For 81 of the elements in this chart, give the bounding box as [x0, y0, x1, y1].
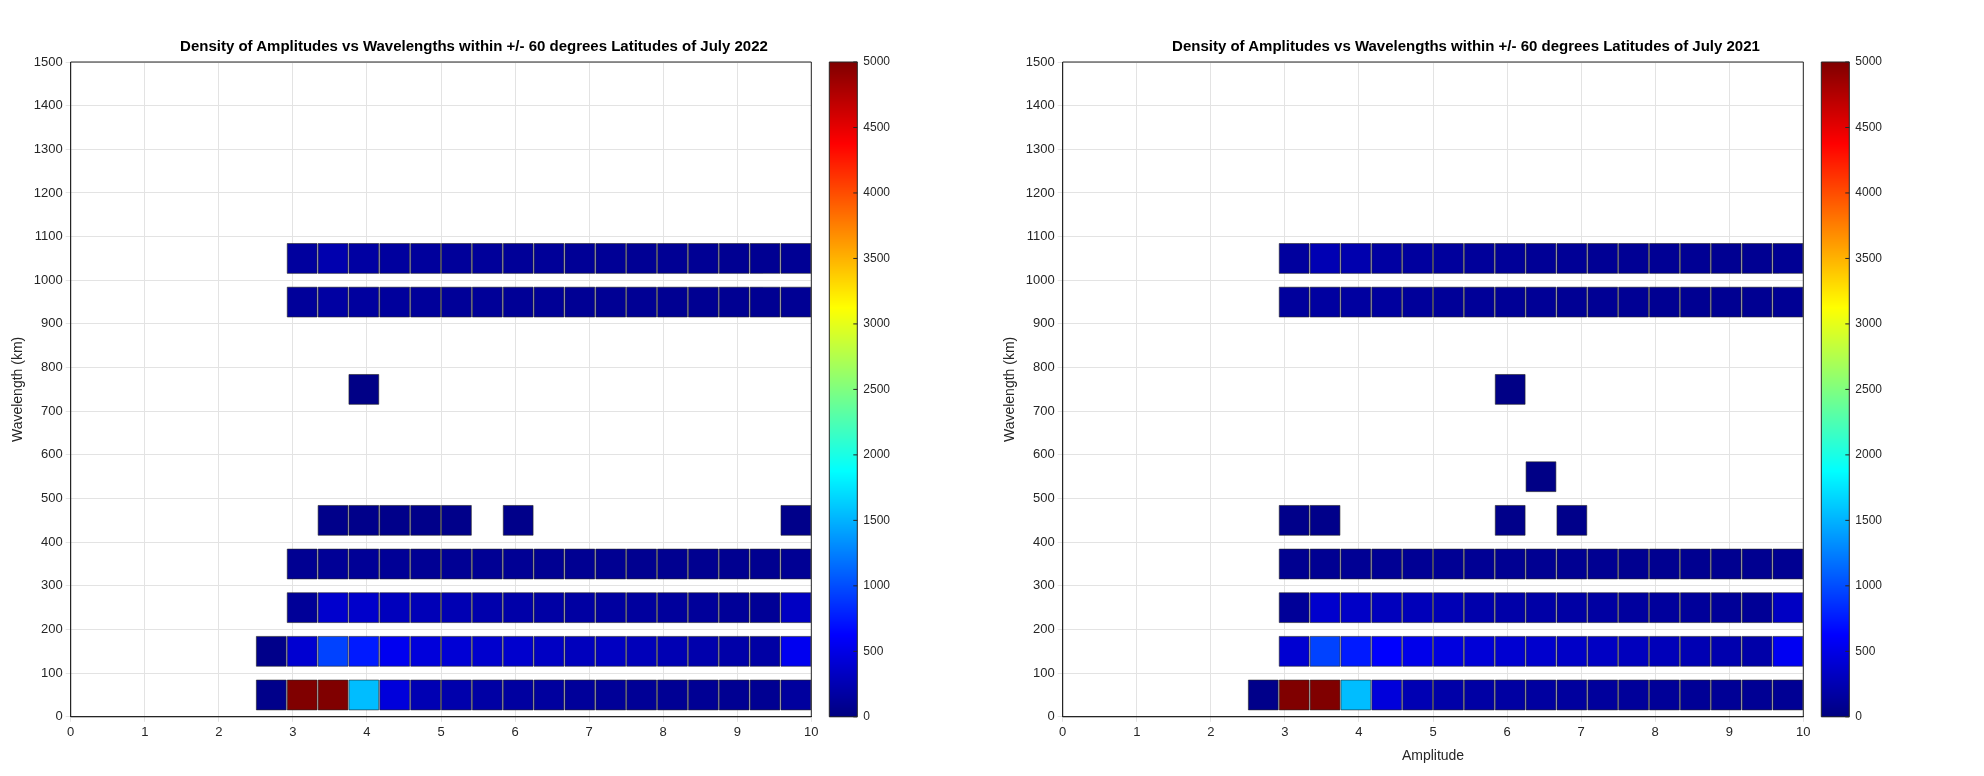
color-bar-label: 1000: [1855, 578, 1883, 593]
y-axis-title: Wavelength (km): [9, 336, 26, 443]
y-tick-label: 300: [1033, 577, 1055, 593]
y-tick-label: 1200: [33, 184, 63, 200]
color-bar-label: 500: [1855, 643, 1876, 658]
x-tick-label: 6: [1503, 724, 1511, 740]
y-tick-label: 500: [1033, 490, 1055, 506]
y-tick-label: 800: [41, 359, 63, 375]
y-tick-label: 900: [41, 315, 63, 331]
y-tick-label: 900: [1033, 315, 1055, 331]
color-bar-label: 2000: [1855, 447, 1883, 462]
y-axis-title: Wavelength (km): [1001, 336, 1018, 443]
color-bar-label: 4000: [863, 185, 891, 200]
y-tick-label: 1500: [1025, 53, 1055, 69]
x-tick-label: 8: [1651, 724, 1659, 740]
y-tick-label: 400: [41, 533, 63, 549]
y-tick-label: 1100: [34, 228, 63, 244]
color-bar-label: 2500: [1855, 381, 1883, 396]
color-bar-label: 3500: [1855, 250, 1883, 265]
color-bar-label: 4500: [1855, 119, 1883, 134]
x-tick-label: 0: [1059, 724, 1067, 740]
y-tick-label: 200: [41, 621, 63, 637]
y-tick-label: 1000: [1025, 271, 1055, 287]
y-tick-label: 1300: [33, 140, 63, 156]
x-tick-label: 4: [363, 724, 371, 740]
chart-title: Density of Amplitudes vs Wavelengths within +/- 60 degrees Latitudes of July 2022: [180, 37, 768, 55]
y-tick-label: 1400: [33, 97, 63, 113]
color-bar-label: 2000: [863, 447, 891, 462]
x-tick-label: 0: [67, 724, 75, 740]
y-tick-label: 600: [41, 446, 63, 462]
color-bar-label: 4500: [863, 119, 891, 134]
color-bar-label: 500: [863, 643, 884, 658]
y-tick-label: 300: [41, 577, 63, 593]
x-tick-label: 7: [1577, 724, 1585, 740]
color-bar-label: 2500: [863, 381, 891, 396]
color-bar-label: 0: [863, 709, 871, 724]
color-bar-label: 1500: [863, 512, 891, 527]
color-bar-label: 3000: [863, 316, 891, 331]
x-tick-label: 10: [1796, 724, 1811, 740]
color-bar-label: 1000: [863, 578, 891, 593]
y-tick-label: 1000: [33, 271, 63, 287]
y-tick-label: 1200: [1025, 184, 1055, 200]
x-tick-label: 5: [437, 724, 445, 740]
x-tick-label: 4: [1355, 724, 1363, 740]
x-tick-label: 2: [1207, 724, 1215, 740]
y-tick-label: 1500: [33, 53, 63, 69]
y-tick-label: 0: [55, 708, 63, 724]
x-tick-label: 3: [1281, 724, 1289, 740]
y-tick-label: 1100: [1026, 228, 1055, 244]
y-tick-label: 600: [1033, 446, 1055, 462]
y-tick-label: 500: [41, 490, 63, 506]
y-tick-label: 1400: [1025, 97, 1055, 113]
x-tick-label: 7: [585, 724, 593, 740]
x-tick-label: 8: [659, 724, 667, 740]
x-tick-label: 5: [1429, 724, 1437, 740]
y-tick-label: 700: [1033, 402, 1055, 418]
x-tick-label: 10: [804, 724, 819, 740]
color-bar-label: 1500: [1855, 512, 1883, 527]
color-bar-label: 5000: [1855, 54, 1883, 69]
y-tick-label: 400: [1033, 533, 1055, 549]
color-bar-label: 3500: [863, 250, 891, 265]
x-tick-label: 3: [289, 724, 297, 740]
y-tick-label: 0: [1047, 708, 1055, 724]
x-tick-label: 9: [1725, 724, 1733, 740]
x-tick-label: 6: [511, 724, 519, 740]
chart-title: Density of Amplitudes vs Wavelengths within +/- 60 degrees Latitudes of July 2021: [1172, 37, 1760, 55]
color-bar-label: 4000: [1855, 185, 1883, 200]
color-bar-label: 3000: [1855, 316, 1883, 331]
y-tick-label: 200: [1033, 621, 1055, 637]
x-tick-label: 9: [733, 724, 741, 740]
x-tick-label: 2: [215, 724, 223, 740]
color-bar-label: 5000: [863, 54, 891, 69]
y-tick-label: 1300: [1025, 140, 1055, 156]
y-tick-label: 700: [41, 402, 63, 418]
y-tick-label: 100: [1033, 664, 1055, 680]
color-bar-label: 0: [1855, 709, 1863, 724]
y-tick-label: 100: [41, 664, 63, 680]
x-axis-title: Amplitude: [1401, 746, 1465, 763]
x-tick-label: 1: [141, 724, 149, 740]
x-tick-label: 1: [1133, 724, 1141, 740]
y-tick-label: 800: [1033, 359, 1055, 375]
